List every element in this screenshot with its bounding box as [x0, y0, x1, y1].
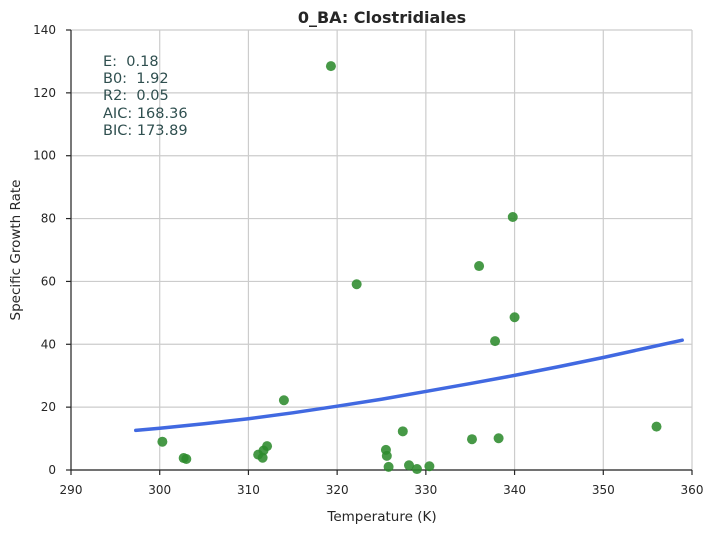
- x-tick-label: 350: [592, 483, 615, 497]
- data-point: [493, 433, 504, 444]
- x-tick-label: 290: [60, 483, 83, 497]
- y-tick-label: 60: [41, 274, 56, 288]
- x-tick-label: 320: [326, 483, 349, 497]
- data-point: [351, 279, 362, 290]
- data-point: [157, 436, 168, 447]
- data-point: [424, 461, 435, 472]
- y-axis-title: Specific Growth Rate: [8, 180, 24, 321]
- y-tick-label: 120: [33, 86, 56, 100]
- x-axis-title: Temperature (K): [326, 509, 436, 525]
- y-tick-label: 40: [41, 337, 56, 351]
- y-tick-label: 20: [41, 400, 56, 414]
- y-tick-label: 0: [48, 463, 56, 477]
- grid-lines: [70, 29, 693, 471]
- data-point: [383, 461, 394, 472]
- stat-bic: BIC: 173.89: [103, 123, 188, 139]
- data-point: [181, 454, 192, 464]
- stat-e: E: 0.18: [103, 54, 159, 70]
- data-point: [262, 441, 273, 452]
- data-point: [411, 464, 422, 475]
- data-point: [325, 61, 336, 72]
- tick-labels: 290 300 310 320 330 340 350 360 0 20 40 60 80 100 120 1…: [33, 23, 703, 497]
- axes: [70, 30, 692, 471]
- x-tick-label: 330: [414, 483, 437, 497]
- chart-title: 0_BA: Clostridiales: [298, 8, 466, 27]
- x-tick-label: 360: [681, 483, 704, 497]
- stat-r2: R2: 0.05: [103, 88, 169, 104]
- data-point: [397, 426, 408, 437]
- y-tick-label: 80: [41, 212, 56, 226]
- data-point: [490, 336, 501, 347]
- data-point: [474, 261, 485, 272]
- data-point: [278, 395, 289, 406]
- x-tick-label: 340: [503, 483, 526, 497]
- data-points: [157, 61, 662, 475]
- data-point: [509, 312, 520, 323]
- x-tick-label: 300: [148, 483, 171, 497]
- fit-statistics: E: 0.18 B0: 1.92 R2: 0.05 AIC: 168.36 BI…: [103, 54, 188, 139]
- data-point: [466, 434, 477, 445]
- y-tick-label: 100: [33, 149, 56, 163]
- stat-aic: AIC: 168.36: [103, 106, 188, 122]
- data-point: [381, 450, 392, 461]
- stat-b0: B0: 1.92: [103, 71, 169, 87]
- fit-curve: [134, 338, 684, 433]
- y-tick-label: 140: [33, 23, 56, 37]
- data-point: [651, 421, 662, 432]
- data-point: [507, 212, 518, 222]
- x-tick-label: 310: [237, 483, 260, 497]
- data-point: [404, 460, 415, 471]
